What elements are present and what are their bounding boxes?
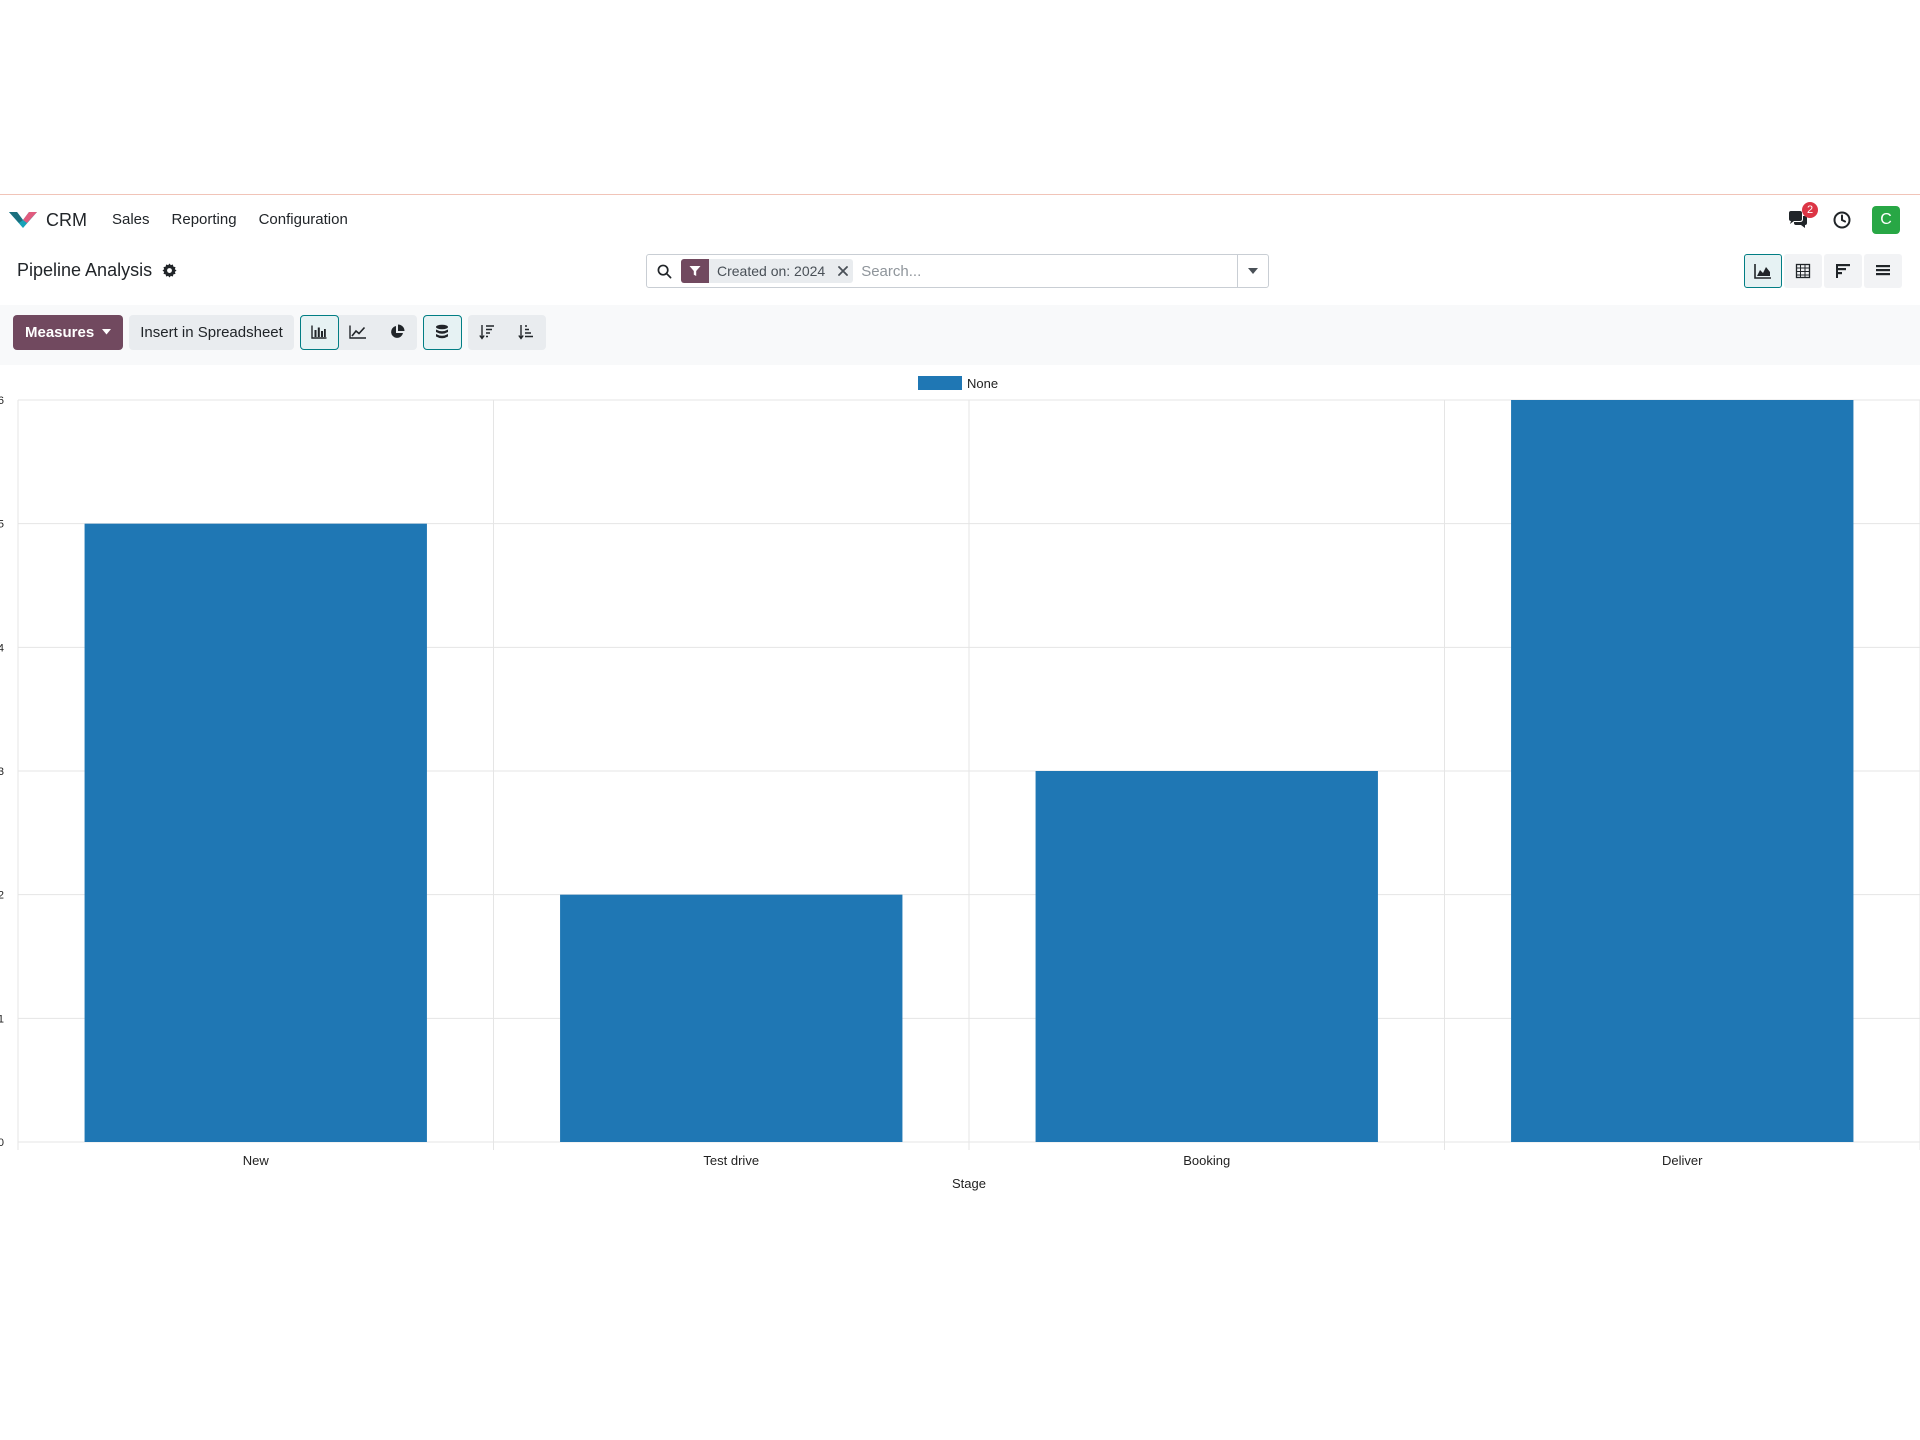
sort-ascending-button[interactable] <box>507 315 546 350</box>
bar-chart: 0 1 2 3 4 5 6 New Test drive Booking Deliver Stage N… <box>0 376 1920 1191</box>
y-tick-label: 2 <box>0 890 4 902</box>
graph-chart: 0 1 2 3 4 5 6 New Test drive Booking Deliver Stage N… <box>0 370 1920 1200</box>
crm-logo-icon <box>9 212 37 228</box>
user-avatar[interactable]: C <box>1872 206 1900 234</box>
nav-menu: Sales Reporting Configuration <box>101 195 359 245</box>
bar-chart-icon <box>311 325 327 339</box>
y-tick-label: 0 <box>0 1137 4 1149</box>
pie-chart-icon <box>391 324 405 338</box>
clock-icon <box>1833 211 1851 229</box>
page-title: Pipeline Analysis <box>17 260 177 281</box>
sort-ascending-icon <box>518 325 534 340</box>
chat-icon <box>1789 211 1807 228</box>
top-spacer <box>0 0 1920 195</box>
control-panel: Pipeline Analysis Created on: 2024 <box>0 250 1920 292</box>
list-view-button[interactable] <box>1864 254 1902 288</box>
x-tick-label: Booking <box>1183 1153 1230 1168</box>
y-tick-label: 4 <box>0 642 4 654</box>
app-name: CRM <box>46 209 87 230</box>
filter-icon <box>689 266 701 276</box>
insert-in-spreadsheet-label: Insert in Spreadsheet <box>140 323 283 341</box>
x-tick-label: Deliver <box>1662 1153 1703 1168</box>
measures-button[interactable]: Measures <box>13 314 124 350</box>
search-bar: Created on: 2024 <box>646 254 1269 288</box>
legend-swatch <box>918 376 962 390</box>
x-tick-label: New <box>243 1153 270 1168</box>
page-title-text: Pipeline Analysis <box>17 260 153 280</box>
caret-down-icon <box>102 329 112 335</box>
activities-button[interactable] <box>1828 206 1856 234</box>
facet-remove-button[interactable] <box>833 266 853 276</box>
nav-item-reporting[interactable]: Reporting <box>171 211 237 228</box>
settings-gear-button[interactable] <box>162 263 177 278</box>
facet-label: Created on: 2024 <box>717 263 826 279</box>
app-brand[interactable]: CRM <box>8 209 87 231</box>
line-chart-icon <box>349 325 367 339</box>
bar <box>1511 400 1854 1142</box>
cohort-view-icon <box>1836 264 1850 278</box>
nav-item-configuration[interactable]: Configuration <box>258 211 348 228</box>
graph-toolbar: Measures Insert in Spreadsheet <box>13 314 546 350</box>
y-tick-label: 6 <box>0 395 4 407</box>
x-axis-label: Stage <box>952 1176 986 1191</box>
systray: 2 C <box>1784 195 1900 245</box>
y-tick-label: 1 <box>0 1013 4 1025</box>
bar-chart-button[interactable] <box>299 314 339 350</box>
sort-group <box>467 314 546 350</box>
search-icon-wrap <box>647 264 681 279</box>
stacked-icon <box>436 324 449 339</box>
pivot-view-icon <box>1795 263 1811 279</box>
sort-descending-button[interactable] <box>468 315 507 350</box>
list-view-icon <box>1876 265 1890 276</box>
gear-icon <box>162 263 177 278</box>
y-tick-label: 5 <box>0 519 4 531</box>
search-facet: Created on: 2024 <box>681 259 854 283</box>
search-options-toggle[interactable] <box>1237 255 1268 287</box>
facet-filter-icon-wrap <box>681 259 709 283</box>
pivot-view-button[interactable] <box>1784 254 1822 288</box>
search-input[interactable] <box>857 257 1237 285</box>
line-chart-button[interactable] <box>339 315 378 350</box>
chart-type-group <box>299 314 417 350</box>
search-icon <box>657 264 671 278</box>
cohort-view-button[interactable] <box>1824 254 1862 288</box>
graph-view-icon <box>1754 264 1771 279</box>
sort-descending-icon <box>479 325 495 340</box>
messages-button[interactable]: 2 <box>1784 202 1818 234</box>
x-tick-label: Test drive <box>703 1153 759 1168</box>
pie-chart-button[interactable] <box>378 315 417 350</box>
close-icon <box>838 266 849 276</box>
insert-in-spreadsheet-button[interactable]: Insert in Spreadsheet <box>129 314 294 350</box>
legend-label: None <box>967 376 998 391</box>
stacked-button[interactable] <box>422 314 462 350</box>
messages-count-badge: 2 <box>1802 202 1818 218</box>
graph-view-button[interactable] <box>1744 254 1782 288</box>
bar <box>84 523 427 1142</box>
bar <box>1035 771 1378 1142</box>
view-switcher <box>1744 254 1902 288</box>
nav-item-sales[interactable]: Sales <box>112 211 150 228</box>
caret-down-icon <box>1248 268 1258 274</box>
bar <box>560 894 903 1142</box>
measures-label: Measures <box>25 323 95 341</box>
main-navbar: CRM Sales Reporting Configuration 2 C <box>0 195 1920 245</box>
y-tick-label: 3 <box>0 766 4 778</box>
stack-group <box>422 314 462 350</box>
